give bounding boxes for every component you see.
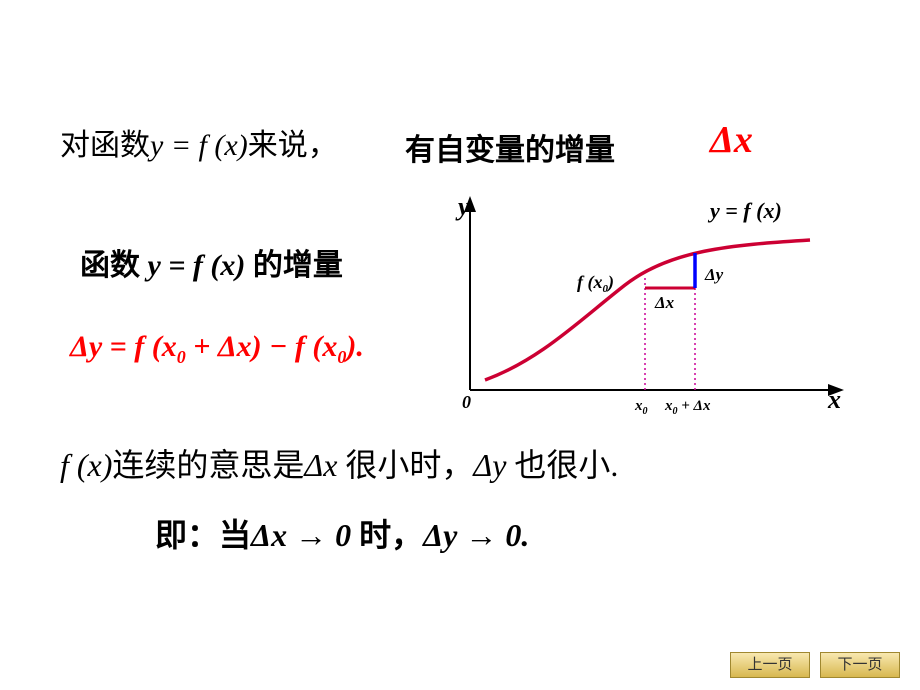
line5-d: Δy → 0. [423,517,529,553]
line4-b: 连续的意思是 [112,447,304,483]
line5-b: Δx → 0 [251,517,351,553]
next-page-button[interactable]: 下一页 [820,652,900,678]
line5-c: 时， [351,517,423,553]
dx-label: Δx [654,293,675,312]
line4-f: 也很小. [506,447,618,483]
x-axis-label: x [827,385,841,414]
delta-x-big: Δx [710,118,753,162]
dy-label: Δy [704,265,724,284]
line2: 函数 y = f (x) 的增量 [80,240,343,284]
line4-fx: f (x) [60,447,112,483]
line2-b: y = f (x) [148,249,246,282]
line2-a: 函数 [80,249,148,282]
chart-svg: 0 x y y = f (x) f (x0) Δx Δy x0 x0 + Δx [450,190,850,420]
x0-tick: x0 [634,398,648,417]
line5-a: 即：当 [155,517,251,553]
curve-label: y = f (x) [707,198,782,223]
line2-c: 的增量 [245,249,343,282]
fx0-label: f (x0) [577,272,614,295]
origin-label: 0 [462,392,471,412]
line1: 对函数y = f (x)来说， [60,120,338,164]
prev-page-button[interactable]: 上一页 [730,652,810,678]
line1-suffix: 有自变量的增量 [405,125,615,169]
line1-math: y = f (x) [150,129,248,162]
line4-d: 很小时， [337,447,473,483]
continuity-statement: f (x)连续的意思是Δx 很小时，Δy 也很小. [60,440,618,486]
limit-statement: 即：当Δx → 0 时，Δy → 0. [155,510,529,556]
y-axis-label: y [455,192,470,221]
line1-text-c: 来说， [248,129,338,162]
line4-dx: Δx [304,447,337,483]
line4-dy: Δy [473,447,506,483]
function-graph: 0 x y y = f (x) f (x0) Δx Δy x0 x0 + Δx [450,190,850,420]
x0dx-tick: x0 + Δx [664,398,711,417]
delta-y-formula: Δy = f (x0 + Δx) − f (x0). [70,330,364,368]
line1-text-a: 对函数 [60,129,150,162]
slide-content: 对函数y = f (x)来说， 有自变量的增量 Δx 函数 y = f (x) … [0,0,920,690]
curve [485,240,810,380]
